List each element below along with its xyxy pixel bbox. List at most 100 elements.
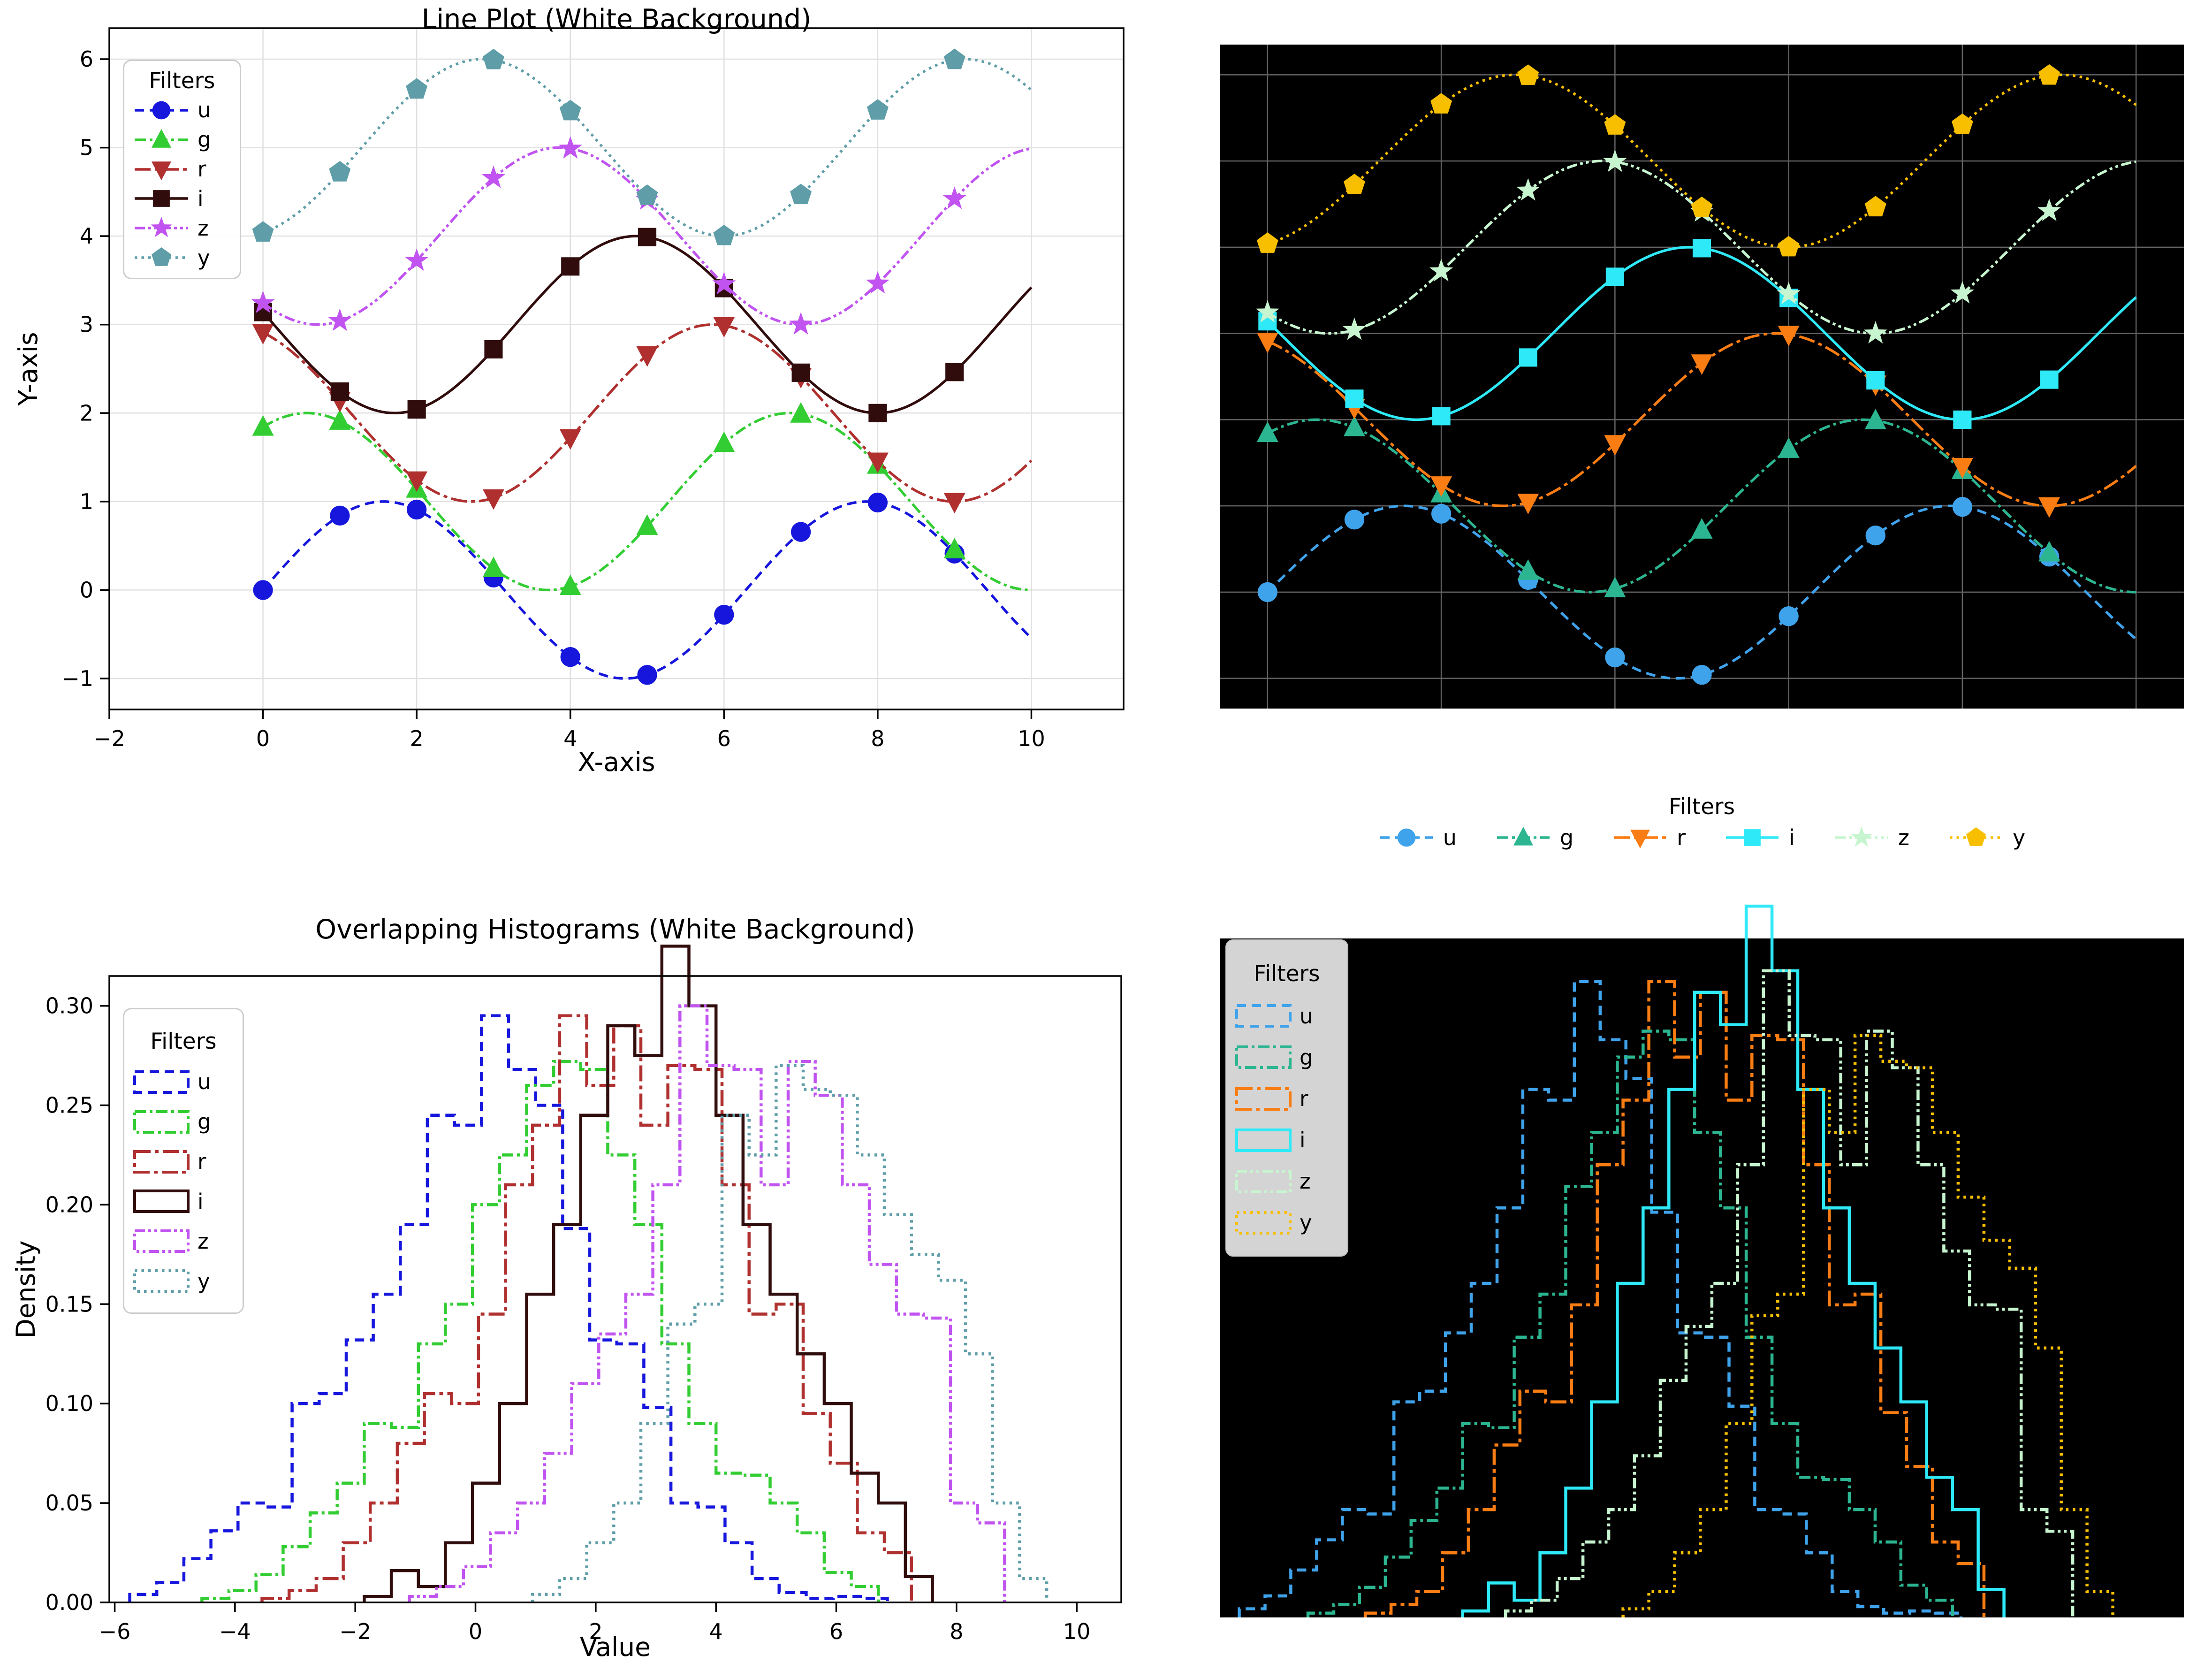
- y-tick-label: 0.15: [46, 1291, 93, 1317]
- triangle-up-marker: [867, 453, 889, 474]
- square-marker: [2040, 370, 2059, 389]
- square-marker: [254, 303, 273, 321]
- circle-marker: [1518, 570, 1538, 590]
- triangle-up-marker: [1430, 481, 1452, 503]
- pentagon-marker: [1343, 174, 1365, 194]
- triangle-down-marker: [790, 368, 812, 389]
- legend-label-z: z: [1898, 825, 1909, 850]
- legend-item-g: g: [133, 127, 231, 153]
- legend-item-y: y: [1948, 824, 2025, 851]
- legend-label-g: g: [198, 127, 211, 153]
- circle-marker: [714, 604, 734, 625]
- line-series-y: [262, 58, 1033, 237]
- circle-marker: [560, 647, 580, 667]
- legend-label-u: u: [198, 1069, 211, 1095]
- legend-item-y: y: [133, 1269, 234, 1293]
- pentagon-marker: [867, 99, 889, 120]
- legend-item-i: i: [1724, 824, 1795, 851]
- triangle-down-marker: [1343, 399, 1365, 419]
- square-marker: [1953, 410, 1972, 429]
- triangle-down-marker: [636, 346, 658, 367]
- y-tick-label: 0.25: [46, 1092, 93, 1118]
- square-marker: [1605, 267, 1624, 286]
- pentagon-marker: [1256, 232, 1278, 253]
- hist-series-y: [1621, 1034, 2114, 1617]
- triangle-up-marker: [329, 409, 351, 430]
- legend-label-i: i: [1789, 825, 1795, 850]
- square-marker: [638, 228, 657, 246]
- star-marker: [712, 272, 736, 295]
- y-tick-label: 1: [80, 489, 93, 514]
- circle-marker: [791, 522, 811, 542]
- legend-patch-sample: [1235, 1087, 1292, 1111]
- pentagon-marker: [1966, 827, 1986, 846]
- legend-item-i: i: [1235, 1128, 1339, 1152]
- triangle-down-marker: [152, 161, 171, 180]
- hist-series-g: [1306, 1029, 1954, 1617]
- legend-item-z: z: [133, 1229, 234, 1253]
- pentagon-marker: [636, 184, 658, 205]
- circle-marker: [1605, 647, 1625, 668]
- hist-series-i: [1461, 904, 2006, 1617]
- axes-spines: [108, 975, 1122, 1603]
- star-marker: [328, 308, 352, 331]
- triangle-down-marker: [559, 429, 581, 450]
- triangle-up-marker: [406, 477, 428, 498]
- legend-item-y: y: [133, 244, 231, 271]
- line-series-z: [262, 146, 1032, 326]
- line-series-r: [262, 323, 1033, 503]
- legend-item-u: u: [1235, 1004, 1339, 1028]
- pentagon-marker: [1864, 196, 1886, 217]
- legend-item-r: r: [1235, 1087, 1339, 1111]
- hist-series-r: [1363, 980, 1986, 1617]
- line-series-u: [262, 500, 1033, 680]
- hist-series-g: [200, 1060, 880, 1602]
- legend-label-r: r: [1300, 1086, 1308, 1111]
- legend-label-i: i: [198, 1189, 204, 1214]
- dark-axes-background: [1220, 938, 2184, 1617]
- y-tick-label: 4: [80, 223, 93, 249]
- triangle-down-marker: [252, 324, 274, 345]
- star-marker: [1342, 317, 1367, 340]
- circle-marker: [637, 665, 657, 685]
- square-marker: [715, 279, 733, 297]
- circle-marker: [1397, 828, 1416, 847]
- legend-label-g: g: [1300, 1045, 1313, 1070]
- legend-label-i: i: [198, 186, 204, 211]
- pentagon-marker: [1951, 113, 1973, 134]
- square-marker: [407, 400, 426, 419]
- pentagon-marker: [790, 183, 812, 205]
- circle-marker: [152, 101, 171, 120]
- legend-line-sample: [1835, 826, 1888, 847]
- pentagon-marker: [943, 48, 965, 69]
- circle-marker: [483, 567, 504, 587]
- hist-series-r: [260, 1014, 913, 1602]
- square-marker: [561, 257, 580, 276]
- y-tick-label: 2: [80, 400, 93, 426]
- line-series-z: [1267, 160, 2136, 335]
- triangle-up-marker: [1513, 826, 1533, 846]
- legend-label-y: y: [2012, 825, 2026, 850]
- legend-patch-sample: [133, 1070, 190, 1094]
- legend-label-g: g: [1559, 825, 1574, 850]
- circle-marker: [406, 499, 427, 520]
- star-marker: [481, 165, 506, 188]
- legend-label-u: u: [1300, 1003, 1313, 1029]
- triangle-down-marker: [713, 317, 735, 338]
- pentagon-marker: [252, 221, 274, 242]
- triangle-down-marker: [1430, 476, 1452, 497]
- star-marker: [1429, 259, 1453, 282]
- circle-marker: [330, 505, 350, 526]
- pentagon-marker: [1691, 196, 1713, 217]
- legend-patch-sample: [133, 1190, 190, 1213]
- legend-label-z: z: [198, 215, 209, 241]
- square-marker: [1345, 389, 1364, 408]
- circle-marker: [1257, 582, 1277, 602]
- star-marker: [1603, 149, 1627, 172]
- triangle-down-marker: [1691, 354, 1713, 375]
- legend-item-r: r: [1612, 824, 1686, 851]
- line-white-ylabel: Y-axis: [13, 332, 43, 406]
